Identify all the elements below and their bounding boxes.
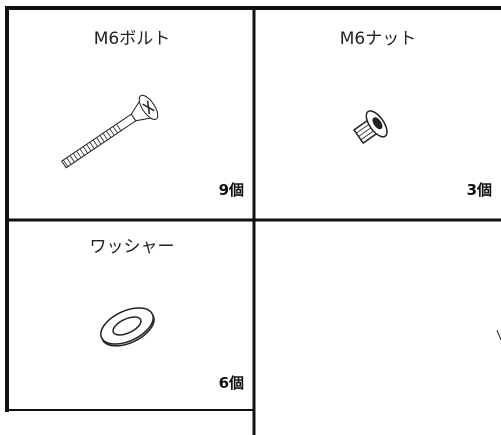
part-name: ワッシャー — [90, 237, 175, 257]
part-quantity: 3個 — [467, 181, 492, 199]
part-quantity: 6個 — [219, 374, 244, 392]
washer-icon — [100, 307, 155, 347]
nut-icon — [352, 110, 388, 145]
bolt-icon — [60, 94, 159, 169]
part-name: M6ナット — [340, 29, 416, 49]
part-name: M6ボルト — [94, 29, 170, 49]
part-quantity: 9個 — [219, 181, 244, 199]
frame — [5, 6, 501, 435]
